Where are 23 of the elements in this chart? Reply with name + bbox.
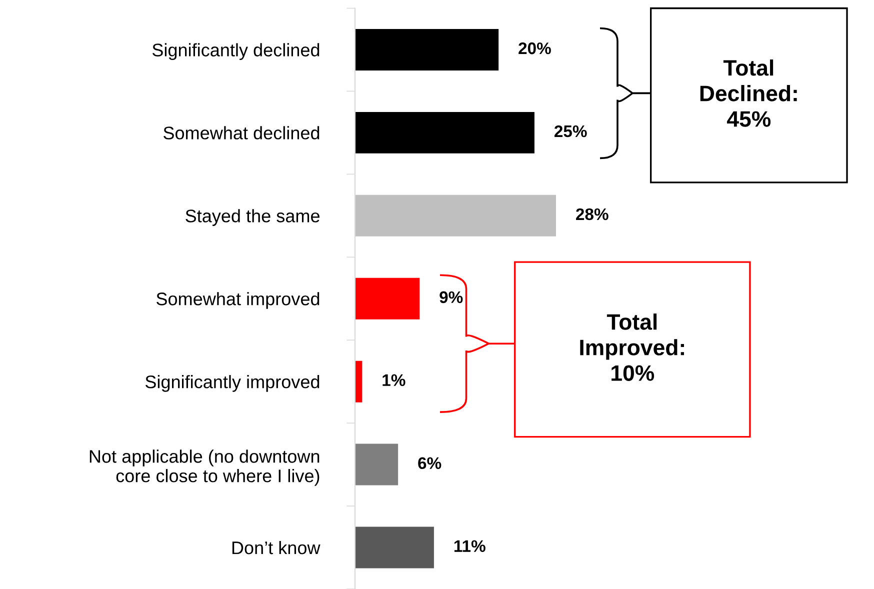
data-label: 20% [518, 42, 551, 54]
y-tick-label: Significantly declined [152, 43, 320, 60]
text: Total Declined: 45% [700, 59, 797, 127]
data-label: 1% [382, 374, 406, 386]
y-tick-label: Don’t know [232, 540, 320, 554]
data-label: 28% [576, 208, 608, 220]
y-tick-label: Somewhat improved [156, 292, 320, 309]
y-tick-label: Somewhat declined [164, 126, 320, 140]
y-tick-label: Stayed the same [186, 209, 320, 226]
data-label: 11% [454, 540, 486, 552]
bar [355, 28, 499, 70]
bar [355, 194, 556, 236]
y-tick-label: Not applicable (no downtown core close to where I live) [90, 450, 320, 486]
bar [355, 278, 420, 320]
data-label: 25% [554, 125, 587, 138]
text: Total Improved: 10% [580, 314, 684, 381]
bar [355, 444, 398, 486]
data-label: 6% [418, 457, 442, 470]
data-label: 9% [440, 291, 463, 304]
bar [355, 112, 534, 154]
y-tick-label: Significantly improved [145, 375, 320, 392]
bar [355, 360, 362, 402]
bar [355, 526, 434, 568]
